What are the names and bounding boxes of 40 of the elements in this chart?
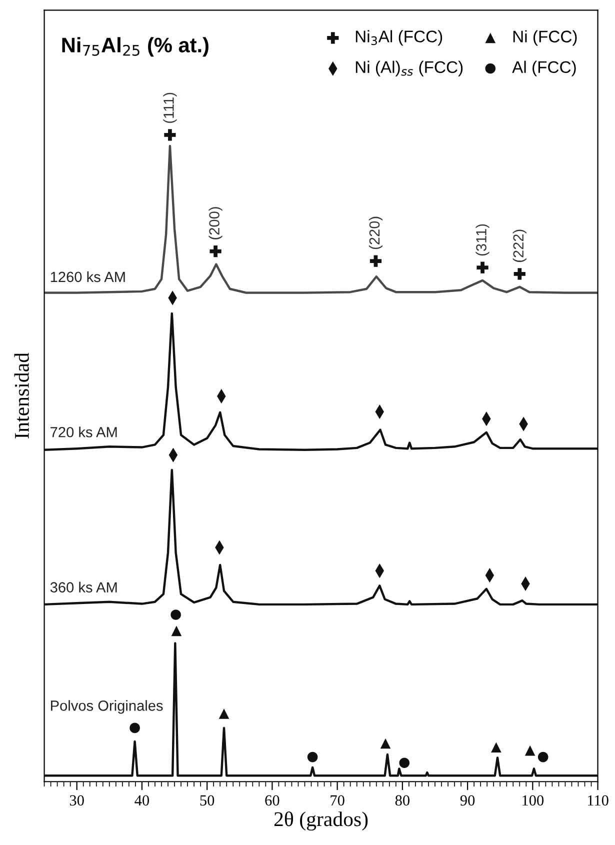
series-label: 1260 ks AM [50,271,125,282]
legend-label: Ni (Al)$_{ss}$ (FCC) [356,60,463,76]
point [491,742,502,752]
series-label: Polvos Originales [51,700,163,714]
x-tick-label: 80 [395,795,410,806]
point [130,722,140,734]
point [476,262,488,274]
point [380,738,391,749]
point [370,255,382,267]
annotation: (311) [476,224,490,256]
point [210,246,222,258]
point [171,626,182,636]
annotation: (111) [163,92,177,123]
point [514,268,526,280]
annotation: (220) [368,216,383,250]
point [538,752,548,762]
annotation: (222) [512,230,526,262]
chart-title: Ni$_{75}$Al$_{25}$ (% at.) [62,37,208,57]
point [164,129,176,141]
x-tick-label: 30 [70,795,84,806]
x-tick-label: 70 [330,795,344,806]
annotation: (200) [208,207,222,240]
legend-label: Al (FCC) [512,60,576,76]
x-axis-title: 2θ (grados) [274,811,368,831]
x-tick-label: 110 [588,795,608,806]
point [218,708,230,719]
x-tick-label: 60 [265,795,280,806]
x-tick-label: 40 [134,795,150,806]
legend-label: Ni (FCC) [513,30,577,46]
point [399,758,410,768]
point [307,752,318,762]
x-tick-label: 50 [200,795,214,806]
series-label: 360 ks AM [50,582,117,592]
x-tick-label: 100 [522,795,544,806]
series-label: 720 ks AM [50,426,117,438]
x-tick-label: 90 [460,795,475,806]
y-axis-title: Intensidad [14,352,29,439]
legend-label: Ni$_{3}$Al (FCC) [356,30,442,46]
point [170,610,181,620]
point [524,745,536,756]
